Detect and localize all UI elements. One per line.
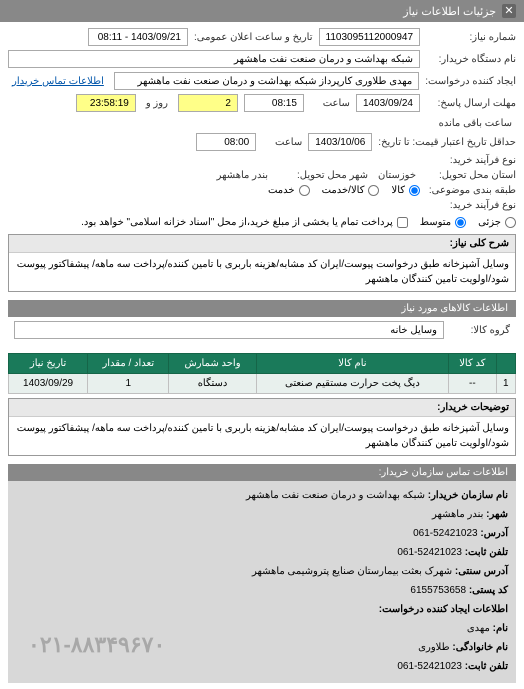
th-name: نام کالا	[256, 354, 449, 374]
panel-title: جزئیات اطلاعات نیاز	[403, 5, 496, 18]
buy-type-radios: جزئی متوسط پرداخت تمام یا بخشی از مبلغ خ…	[81, 217, 516, 228]
contact-header: اطلاعات تماس سازمان خریدار:	[8, 464, 516, 481]
td-code: --	[449, 374, 496, 394]
radio-goods[interactable]: کالا	[391, 185, 420, 196]
radio-goods-service-label: کالا/خدمت	[322, 185, 365, 196]
radio-goods-input[interactable]	[409, 185, 420, 196]
family-value: طلاوری	[418, 642, 449, 653]
city-label: شهر:	[486, 509, 508, 520]
buyer-org-label: نام دستگاه خریدار:	[426, 54, 516, 65]
buy-province-label: استان محل تحویل:	[426, 170, 516, 181]
time-label-2: ساعت	[262, 137, 302, 148]
phone-value: 52421023-061	[397, 547, 462, 558]
radio-medium-label: متوسط	[420, 217, 451, 228]
buy-type-label: نوع فرآیند خرید:	[426, 200, 516, 211]
time-left-value: 23:58:19	[76, 94, 136, 112]
th-index	[496, 354, 516, 374]
addr2-value: شهرک بعثت بیمارستان صنایع پتروشیمی ماهشه…	[252, 566, 452, 577]
reply-deadline-label: مهلت ارسال پاسخ:	[426, 98, 516, 109]
close-icon[interactable]: ✕	[502, 4, 516, 18]
announce-datetime-label: تاریخ و ساعت اعلان عمومی:	[194, 32, 313, 43]
requester-value: مهدی طلاوری کارپرداز شبکه بهداشت و درمان…	[114, 72, 419, 90]
time-left-label: ساعت باقی مانده	[435, 118, 516, 129]
radio-service-label: خدمت	[268, 185, 295, 196]
check-payment[interactable]: پرداخت تمام یا بخشی از مبلغ خرید،از محل …	[81, 217, 408, 228]
radio-service-input[interactable]	[299, 185, 310, 196]
th-qty: تعداد / مقدار	[88, 354, 169, 374]
org-name-value: شبکه بهداشت و درمان صنعت نفت ماهشهر	[246, 490, 425, 501]
price-time-value: 08:00	[196, 133, 256, 151]
day-and-label: روز و	[142, 98, 172, 109]
buy-process-label: نوع فرآیند خرید:	[426, 155, 516, 166]
panel-header: ✕ جزئیات اطلاعات نیاز	[0, 0, 524, 22]
table-header-row: کد کالا نام کالا واحد شمارش تعداد / مقدا…	[9, 354, 516, 374]
creator-title: اطلاعات ایجاد کننده درخواست:	[379, 604, 508, 615]
classification-radios: کالا کالا/خدمت خدمت	[268, 185, 420, 196]
check-payment-label: پرداخت تمام یا بخشی از مبلغ خرید،از محل …	[81, 217, 393, 228]
check-payment-input[interactable]	[397, 217, 408, 228]
reply-date-value: 1403/09/24	[356, 94, 420, 112]
phone-label: تلفن ثابت:	[465, 547, 508, 558]
contact-section: اطلاعات تماس سازمان خریدار: نام سازمان خ…	[8, 464, 516, 683]
th-unit: واحد شمارش	[169, 354, 256, 374]
radio-goods-label: کالا	[391, 185, 405, 196]
td-qty: 1	[88, 374, 169, 394]
radio-service[interactable]: خدمت	[268, 185, 310, 196]
goods-group-title: اطلاعات کالاهای مورد نیاز	[8, 300, 516, 317]
buy-province-value: خوزستان	[374, 170, 420, 181]
price-validity-label: حداقل تاریخ اعتبار قیمت: تا تاریخ:	[378, 137, 516, 148]
announce-datetime-value: 1403/09/21 - 08:11	[88, 28, 188, 46]
notes-body: وسایل آشپزخانه طبق درخواست پیوست/ایران ک…	[9, 417, 515, 455]
radio-low[interactable]: جزئی	[478, 217, 516, 228]
requester-label: ایجاد کننده درخواست:	[425, 76, 516, 87]
time-label-1: ساعت	[310, 98, 350, 109]
addr2-label: آدرس سنتی:	[455, 566, 508, 577]
address-value: 52421023-061	[413, 528, 478, 539]
th-code: کد کالا	[449, 354, 496, 374]
buy-city-label: شهر محل تحویل:	[278, 170, 368, 181]
radio-medium-input[interactable]	[455, 217, 466, 228]
description-section: شرح کلی نیاز: وسایل آشپزخانه طبق درخواست…	[8, 234, 516, 292]
buyer-org-value: شبکه بهداشت و درمان صنعت نفت ماهشهر	[8, 50, 420, 68]
td-index: 1	[496, 374, 516, 394]
postal-label: کد پستی:	[469, 585, 508, 596]
group-value: وسایل خانه	[14, 321, 444, 339]
postal-value: 6155753658	[410, 585, 466, 596]
th-date: تاریخ نیاز	[9, 354, 88, 374]
days-left-value: 2	[178, 94, 238, 112]
goods-table: کد کالا نام کالا واحد شمارش تعداد / مقدا…	[8, 353, 516, 394]
name-value: مهدی	[467, 623, 490, 634]
description-header: شرح کلی نیاز:	[9, 235, 515, 253]
need-number-label: شماره نیاز:	[426, 32, 516, 43]
goods-group-section: اطلاعات کالاهای مورد نیاز گروه کالا: وسا…	[8, 300, 516, 347]
org-name-label: نام سازمان خریدار:	[428, 490, 508, 501]
name-label: نام:	[493, 623, 508, 634]
radio-goods-service[interactable]: کالا/خدمت	[322, 185, 380, 196]
radio-medium[interactable]: متوسط	[420, 217, 466, 228]
reply-time-value: 08:15	[244, 94, 304, 112]
city-value: بندر ماهشهر	[432, 509, 483, 520]
radio-low-label: جزئی	[478, 217, 501, 228]
family-label: نام خانوادگی:	[452, 642, 508, 653]
contact-body: نام سازمان خریدار: شبکه بهداشت و درمان ص…	[8, 481, 516, 683]
price-date-value: 1403/10/06	[308, 133, 372, 151]
table-row: 1 -- دیگ پخت حرارت مستقیم صنعتی دستگاه 1…	[9, 374, 516, 394]
need-number-value: 1103095112000947	[319, 28, 421, 46]
group-label: گروه کالا:	[450, 325, 510, 336]
description-body: وسایل آشپزخانه طبق درخواست پیوست/ایران ک…	[9, 253, 515, 291]
td-unit: دستگاه	[169, 374, 256, 394]
address-label: آدرس:	[480, 528, 508, 539]
creator-phone-label: تلفن ثابت:	[465, 661, 508, 672]
td-name: دیگ پخت حرارت مستقیم صنعتی	[256, 374, 449, 394]
creator-phone-value: 52421023-061	[397, 661, 462, 672]
main-content: شماره نیاز: 1103095112000947 تاریخ و ساع…	[0, 22, 524, 689]
radio-low-input[interactable]	[505, 217, 516, 228]
td-date: 1403/09/29	[9, 374, 88, 394]
contact-link[interactable]: اطلاعات تماس خریدار	[8, 76, 108, 87]
classification-label: طبقه بندی موضوعی:	[426, 185, 516, 196]
radio-goods-service-input[interactable]	[368, 185, 379, 196]
buy-city-value: بندر ماهشهر	[213, 170, 272, 181]
notes-section: توضیحات خریدار: وسایل آشپزخانه طبق درخوا…	[8, 398, 516, 456]
notes-header: توضیحات خریدار:	[9, 399, 515, 417]
